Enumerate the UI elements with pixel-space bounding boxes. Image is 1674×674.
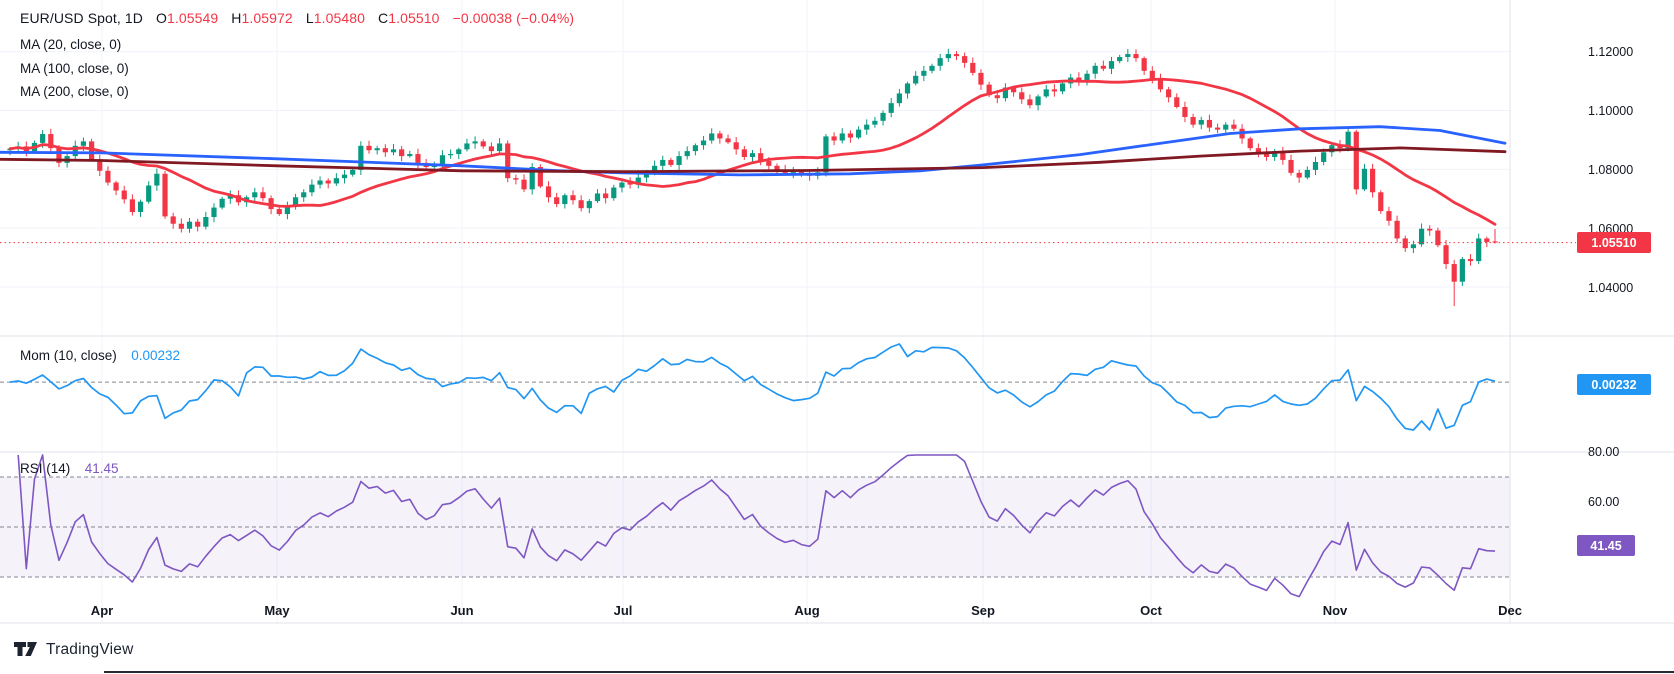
tradingview-logo-icon	[14, 642, 37, 656]
last-price-badge: 1.05510	[1577, 232, 1651, 254]
momentum-label[interactable]: Mom (10, close)	[20, 348, 117, 363]
ohlc-open-label: O	[155, 10, 167, 26]
momentum-value-badge: 0.00232	[1577, 374, 1651, 395]
month-label-sep: Sep	[971, 603, 995, 618]
tradingview-logo-text: TradingView	[46, 641, 134, 658]
price-tick-1-08: 1.08000	[1588, 163, 1634, 177]
month-label-aug: Aug	[794, 603, 820, 618]
change-value: −0.00038 (−0.04%)	[452, 10, 575, 26]
ma20-legend[interactable]: MA (20, close, 0)	[20, 37, 122, 52]
ohlc-high-value: 1.05972	[241, 10, 293, 26]
bottom-divider	[104, 671, 1674, 673]
month-label-oct: Oct	[1140, 603, 1162, 618]
ohlc-high-label: H	[231, 10, 242, 26]
ohlc-low-label: L	[305, 10, 314, 26]
ohlc-low-value: 1.05480	[313, 10, 366, 26]
rsi-tick-80: 80.00	[1588, 445, 1620, 459]
rsi-value-badge: 41.45	[1577, 535, 1635, 556]
rsi-legend: RSI (14) 41.45	[20, 460, 119, 478]
month-label-jun: Jun	[450, 603, 474, 618]
month-label-may: May	[264, 603, 290, 618]
month-label-dec: Dec	[1498, 603, 1522, 618]
ohlc-close-label: C	[378, 10, 389, 26]
rsi-tick-60: 60.00	[1588, 495, 1620, 509]
ohlc-open-value: 1.05549	[166, 10, 219, 26]
price-tick-1-04: 1.04000	[1588, 281, 1634, 295]
ma200-legend[interactable]: MA (200, close, 0)	[20, 84, 129, 99]
price-tick-1-12: 1.12000	[1588, 45, 1634, 59]
chart-header: EUR/USD Spot, 1D O1.05549 H1.05972 L1.05…	[20, 10, 574, 26]
tradingview-logo[interactable]: TradingView	[14, 641, 134, 659]
month-label-nov: Nov	[1322, 603, 1348, 618]
ohlc-close-value: 1.05510	[388, 10, 440, 26]
symbol-title[interactable]: EUR/USD Spot, 1D	[20, 10, 143, 26]
ma100-legend[interactable]: MA (100, close, 0)	[20, 61, 129, 76]
month-label-apr: Apr	[90, 603, 114, 618]
month-label-jul: Jul	[613, 603, 633, 618]
rsi-value: 41.45	[84, 461, 119, 476]
rsi-label[interactable]: RSI (14)	[20, 461, 71, 476]
momentum-value: 0.00232	[131, 348, 181, 363]
price-tick-1-10: 1.10000	[1588, 104, 1634, 118]
momentum-legend: Mom (10, close) 0.00232	[20, 347, 180, 365]
